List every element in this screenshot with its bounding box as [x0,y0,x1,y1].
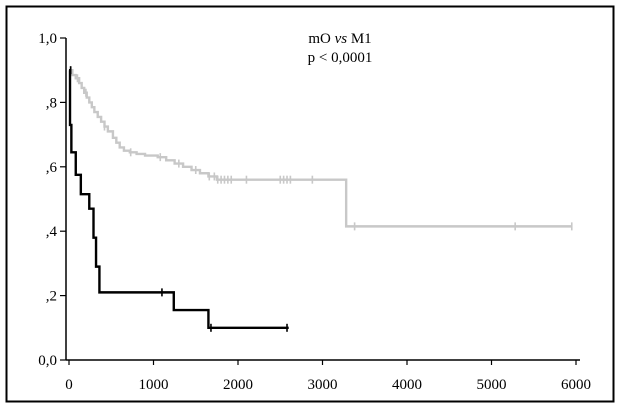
chart-border [5,5,615,403]
x-tick-label: 1000 [139,377,169,393]
survival-series-1 [69,66,573,231]
ticks-layer: 0 1000 2000 3000 4000 5000 6000 0,0 ,2 ,4 ,6 ,8 1,0 [38,31,591,393]
chart-title: mO vs M1 [308,31,371,47]
series-layer [68,66,573,332]
y-tick-label: ,6 [46,160,58,176]
x-tick-label: 6000 [561,377,591,393]
x-tick-label: 3000 [308,377,338,393]
survival-series-2 [68,66,289,332]
x-tick-label: 4000 [392,377,422,393]
y-tick-label: ,4 [46,224,58,240]
survival-curve-2 [68,69,289,329]
survival-curve-1 [69,69,572,228]
y-tick-label: ,8 [46,95,57,111]
chart-title-vs: vs [335,31,348,47]
y-tick-label: 1,0 [38,31,57,47]
x-tick-label: 2000 [223,377,253,393]
y-tick-label: ,2 [46,289,57,305]
x-tick-label: 5000 [477,377,507,393]
y-tick-label: 0,0 [38,353,57,369]
chart-title-prefix: mO [308,31,331,47]
x-tick-label: 0 [65,377,73,393]
chart-title-suffix: M1 [351,31,372,47]
p-value-label: p < 0,0001 [308,50,373,66]
